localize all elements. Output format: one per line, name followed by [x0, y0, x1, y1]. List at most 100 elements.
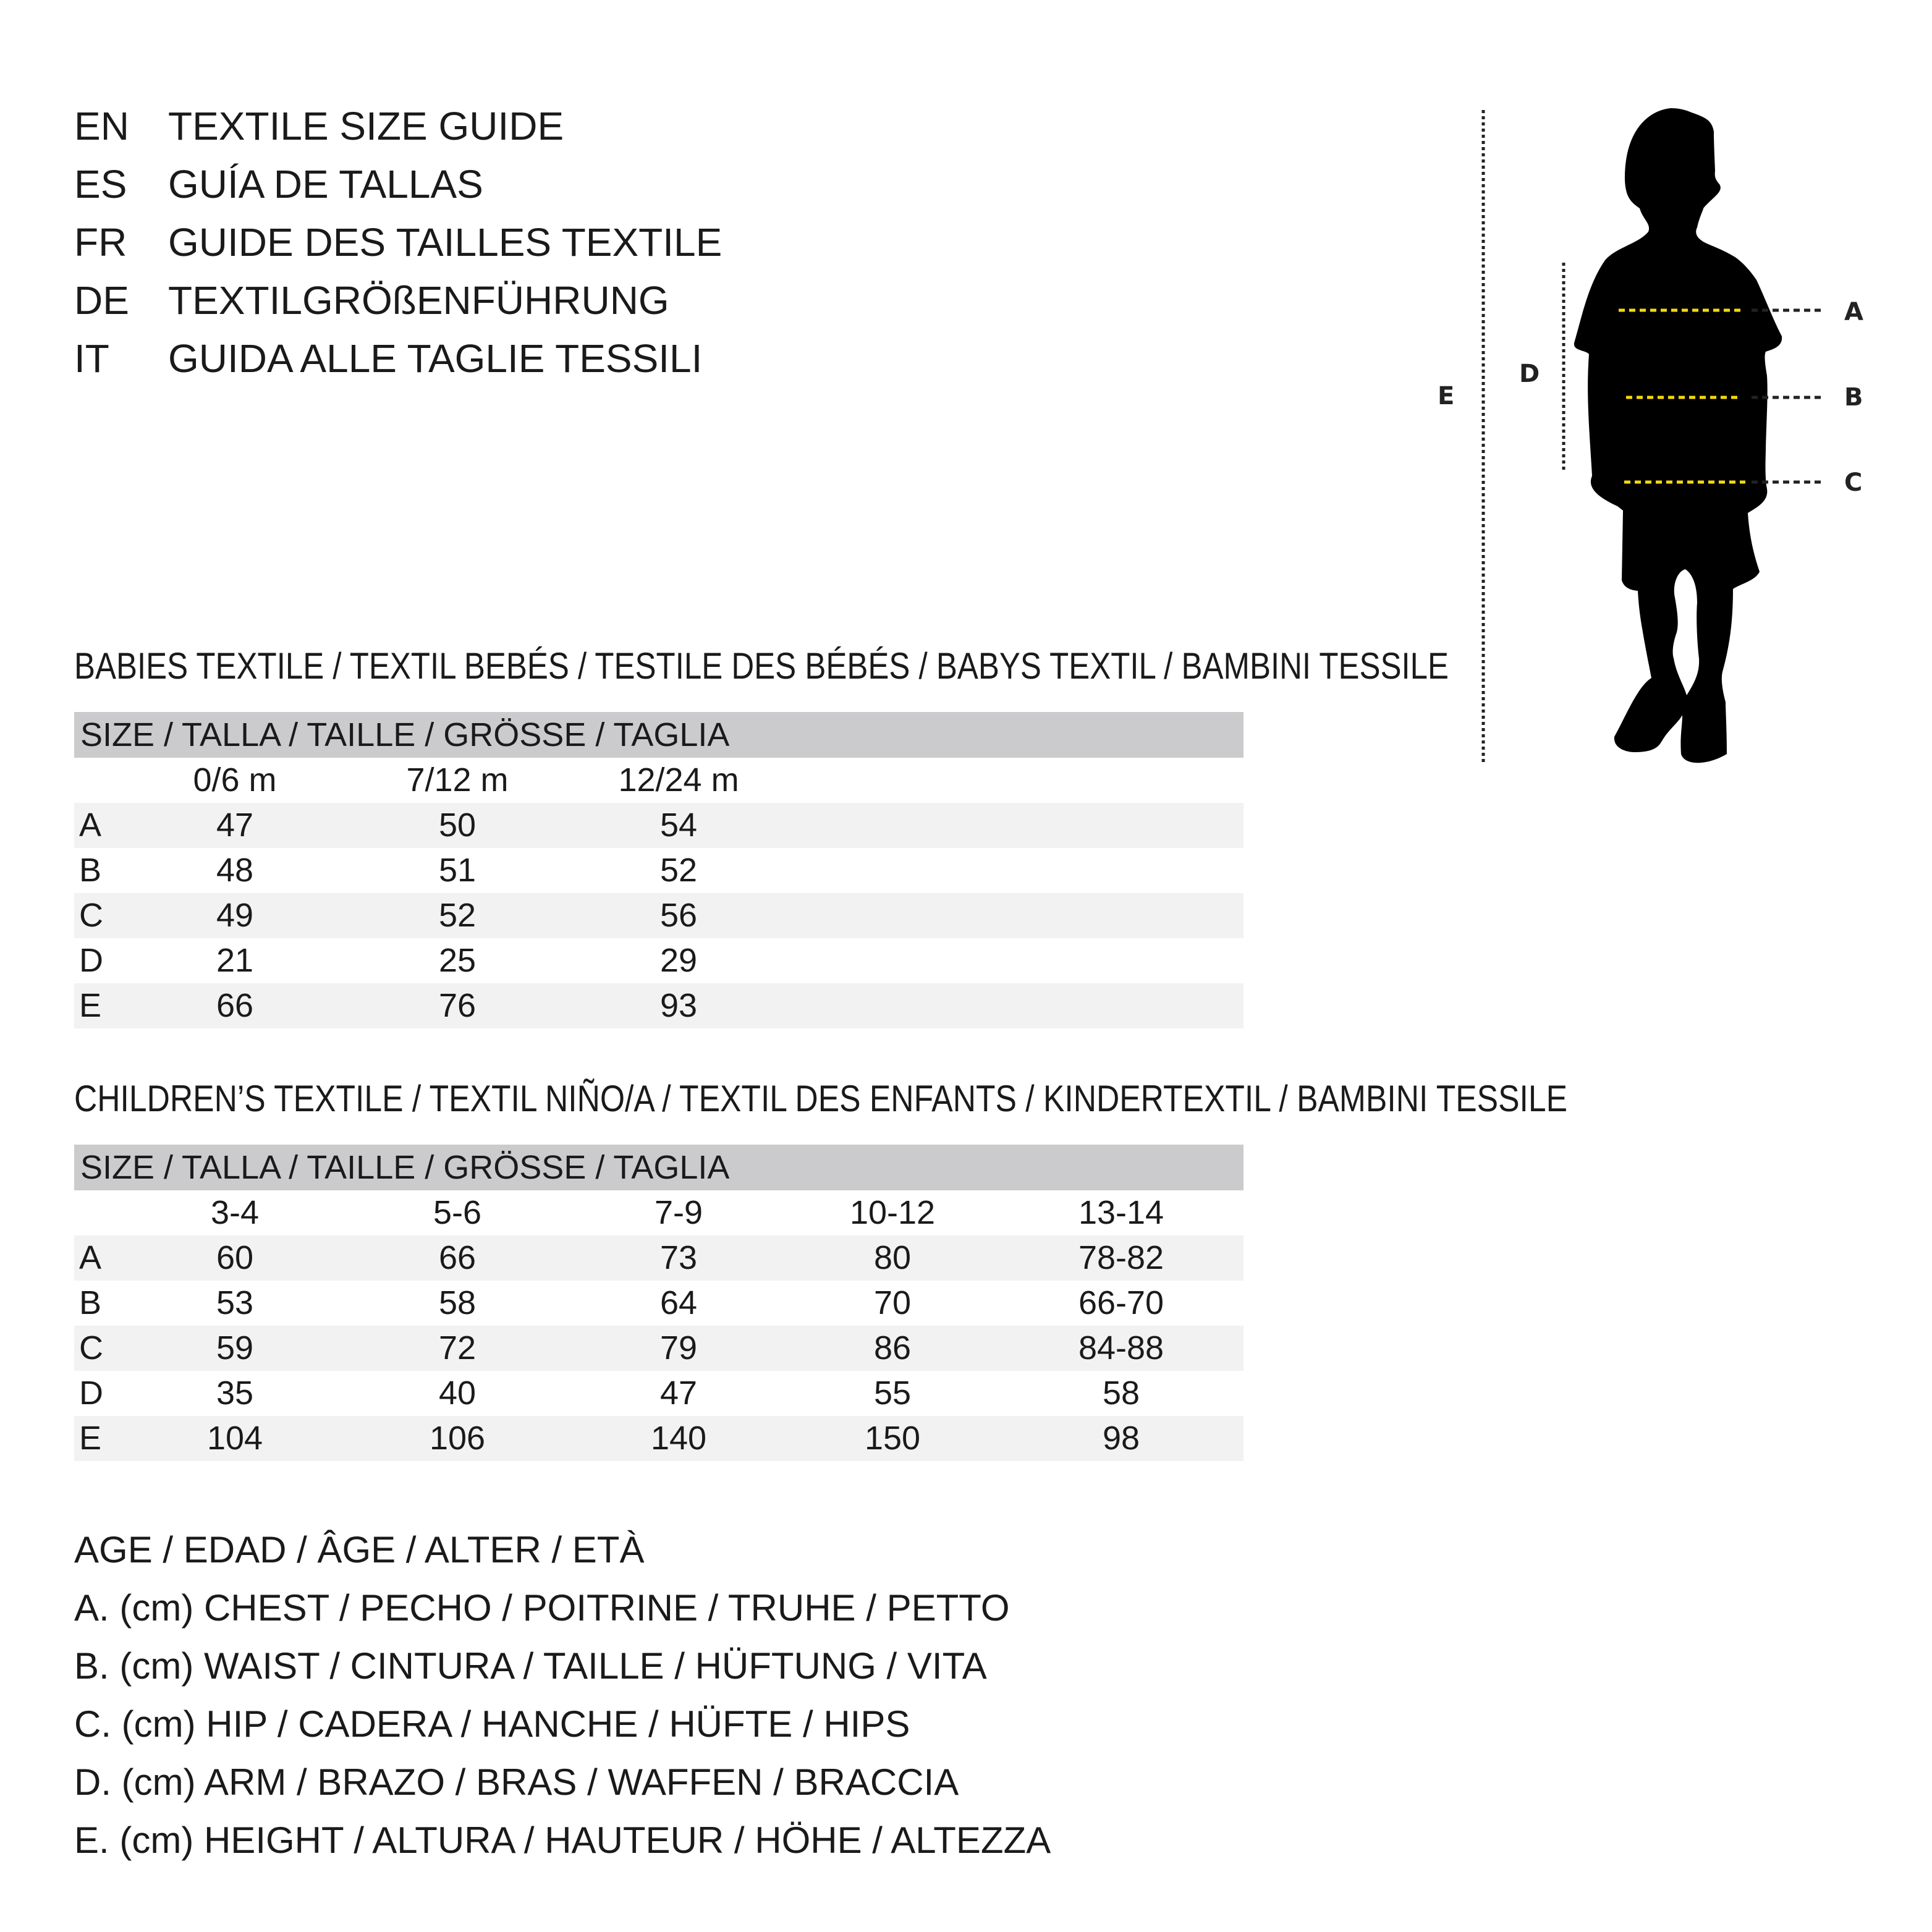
label-a: A	[1844, 298, 1863, 326]
table-cell: 47	[216, 807, 254, 844]
title-text: TEXTILGRÖßENFÜHRUNG	[168, 278, 669, 323]
title-text: GUIDE DES TAILLES TEXTILE	[168, 220, 722, 265]
table-row: D 35 40 47 55 58	[74, 1371, 1244, 1416]
table-row: E 66 76 93	[74, 983, 1244, 1028]
table-row: C 59 72 79 86 84-88	[74, 1326, 1244, 1371]
table-cell: 35	[216, 1375, 254, 1412]
table-cell: 21	[216, 942, 254, 979]
table-cell: 104	[206, 1420, 263, 1457]
table-cell: 50	[438, 807, 477, 844]
table-cell: 29	[659, 942, 698, 979]
row-label: B	[79, 1284, 102, 1321]
table-cell: 58	[438, 1284, 477, 1321]
column-header: 0/6 m	[193, 761, 277, 799]
row-label: E	[79, 987, 102, 1024]
column-header: 5-6	[433, 1194, 482, 1231]
table-cell: 60	[216, 1239, 254, 1276]
table-cell: 84-88	[1078, 1329, 1164, 1366]
table-cell: 56	[659, 897, 698, 934]
table-cell: 140	[650, 1420, 707, 1457]
table-cell: 25	[438, 942, 477, 979]
table-heading-text: BABIES TEXTILE / TEXTIL BEBÉS / TESTILE …	[74, 645, 1449, 687]
table-row: A 60 66 73 80 78-82	[74, 1235, 1244, 1281]
size-table: SIZE / TALLA / TAILLE / GRÖSSE / TAGLIA 0…	[74, 712, 1244, 1028]
column-header: 7-9	[654, 1194, 703, 1231]
column-header-row: 0/6 m 7/12 m 12/24 m	[74, 758, 1244, 803]
label-c: C	[1844, 468, 1862, 497]
language-code: DE	[74, 278, 129, 323]
language-code: ES	[74, 162, 127, 206]
row-label: A	[79, 1239, 102, 1276]
table-cell: 49	[216, 897, 254, 934]
label-e: E	[1438, 382, 1454, 410]
language-code: FR	[74, 220, 127, 265]
legend-item: D. (cm) ARM / BRAZO / BRAS / WAFFEN / BR…	[74, 1761, 959, 1803]
title-text: TEXTILE SIZE GUIDE	[168, 104, 564, 148]
table-cell: 59	[216, 1329, 254, 1366]
row-label: B	[79, 852, 102, 889]
row-label: E	[79, 1420, 102, 1457]
label-d: D	[1519, 360, 1540, 388]
legend-item: E. (cm) HEIGHT / ALTURA / HAUTEUR / HÖHE…	[74, 1820, 1051, 1861]
table-cell: 106	[429, 1420, 486, 1457]
table-row: B 53 58 64 70 66-70	[74, 1281, 1244, 1326]
table-heading-graphic: CHILDREN’S TEXTILE / TEXTIL NIÑO/A / TEX…	[74, 1078, 1567, 1119]
table-cell: 55	[873, 1375, 912, 1412]
table-cell: 66	[438, 1239, 477, 1276]
table-heading: CHILDREN’S TEXTILE / TEXTIL NIÑO/A / TEX…	[74, 1073, 1567, 1122]
title-text: GUIDA ALLE TAGLIE TESSILI	[168, 336, 703, 381]
legend-item: C. (cm) HIP / CADERA / HANCHE / HÜFTE / …	[74, 1703, 910, 1745]
table-cell: 48	[216, 852, 254, 889]
legend-item: B. (cm) WAIST / CINTURA / TAILLE / HÜFTU…	[74, 1645, 987, 1687]
table-row: C 49 52 56	[74, 893, 1244, 938]
table-cell: 73	[659, 1239, 698, 1276]
table-cell: 40	[438, 1375, 477, 1412]
table-cell: 76	[438, 987, 477, 1024]
row-label: C	[79, 1329, 103, 1366]
column-header-row: 3-4 5-6 7-9 10-12 13-14	[74, 1190, 1244, 1235]
table-heading: BABIES TEXTILE / TEXTIL BEBÉS / TESTILE …	[74, 640, 1449, 690]
table-cell: 47	[659, 1375, 698, 1412]
table-cell: 51	[438, 852, 477, 889]
column-header: 3-4	[210, 1194, 260, 1231]
table-cell: 66-70	[1078, 1284, 1164, 1321]
table-cell: 52	[438, 897, 477, 934]
legend-item: AGE / EDAD / ÂGE / ALTER / ETÀ	[74, 1529, 645, 1570]
size-table: SIZE / TALLA / TAILLE / GRÖSSE / TAGLIA 3…	[74, 1145, 1244, 1461]
table-cell: 72	[438, 1329, 477, 1366]
table-cell: 98	[1102, 1420, 1140, 1457]
table-heading-text: CHILDREN’S TEXTILE / TEXTIL NIÑO/A / TEX…	[74, 1078, 1567, 1119]
table-cell: 150	[864, 1420, 921, 1457]
table-row: E 104 106 140 150 98	[74, 1416, 1244, 1461]
column-header: 13-14	[1078, 1194, 1164, 1231]
table-cell: 58	[1102, 1375, 1140, 1412]
language-code: EN	[74, 104, 129, 148]
table-row: D 21 25 29	[74, 938, 1244, 983]
table-row: B 48 51 52	[74, 848, 1244, 893]
language-code: IT	[74, 336, 109, 381]
size-header-bar: SIZE / TALLA / TAILLE / GRÖSSE / TAGLIA	[74, 1145, 1244, 1190]
column-header: 7/12 m	[406, 761, 509, 799]
size-header-bar: SIZE / TALLA / TAILLE / GRÖSSE / TAGLIA	[74, 712, 1244, 758]
table-heading-graphic: BABIES TEXTILE / TEXTIL BEBÉS / TESTILE …	[74, 645, 1449, 687]
title-text: GUÍA DE TALLAS	[168, 162, 483, 206]
column-header: 12/24 m	[618, 761, 739, 799]
table-cell: 64	[659, 1284, 698, 1321]
child-silhouette-icon	[1574, 108, 1782, 763]
legend-item: A. (cm) CHEST / PECHO / POITRINE / TRUHE…	[74, 1587, 1010, 1629]
table-cell: 93	[659, 987, 698, 1024]
row-label: D	[79, 942, 103, 979]
child-silhouette-figure: A B C D E	[1438, 108, 1863, 765]
table-cell: 54	[659, 807, 698, 844]
table-cell: 79	[659, 1329, 698, 1366]
table-row: A 47 50 54	[74, 803, 1244, 848]
label-b: B	[1844, 383, 1863, 412]
row-label: D	[79, 1375, 103, 1412]
table-cell: 86	[873, 1329, 912, 1366]
table-cell: 80	[873, 1239, 912, 1276]
table-cell: 66	[216, 987, 254, 1024]
table-cell: 70	[873, 1284, 912, 1321]
table-cell: 52	[659, 852, 698, 889]
table-cell: 78-82	[1078, 1239, 1164, 1276]
column-header: 10-12	[849, 1194, 936, 1231]
